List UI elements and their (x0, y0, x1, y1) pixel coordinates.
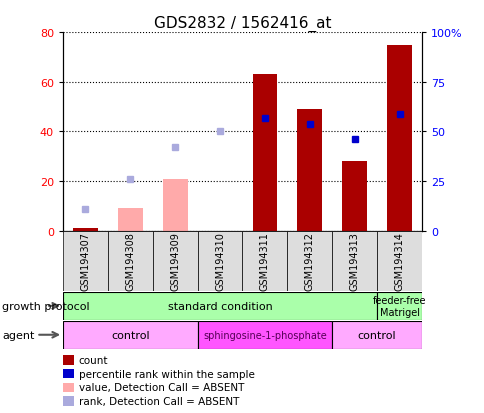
Text: GSM194313: GSM194313 (349, 232, 359, 291)
Text: agent: agent (2, 330, 35, 340)
Text: count: count (78, 355, 108, 365)
Bar (163, 179, 187, 231)
Bar (197, 321, 332, 349)
Bar (242, 231, 287, 291)
Text: standard condition: standard condition (167, 301, 272, 311)
Bar (332, 321, 421, 349)
Bar (297, 110, 321, 231)
Text: GSM194308: GSM194308 (125, 232, 135, 291)
Text: rank, Detection Call = ABSENT: rank, Detection Call = ABSENT (78, 396, 239, 406)
Bar (377, 231, 421, 291)
Bar (63, 321, 197, 349)
Title: GDS2832 / 1562416_at: GDS2832 / 1562416_at (153, 16, 331, 32)
Text: sphingosine-1-phosphate: sphingosine-1-phosphate (203, 330, 326, 340)
Text: GSM194309: GSM194309 (170, 232, 180, 291)
Text: GSM194312: GSM194312 (304, 232, 314, 291)
Bar (63, 231, 107, 291)
Text: GSM194311: GSM194311 (259, 232, 270, 291)
Bar (342, 162, 366, 231)
Bar (287, 231, 332, 291)
Bar (152, 231, 197, 291)
Bar (63, 292, 376, 320)
Text: control: control (357, 330, 395, 340)
Text: control: control (111, 330, 150, 340)
Text: value, Detection Call = ABSENT: value, Detection Call = ABSENT (78, 382, 243, 392)
Text: GSM194314: GSM194314 (393, 232, 404, 291)
Bar (386, 45, 411, 231)
Text: GSM194310: GSM194310 (214, 232, 225, 291)
Text: percentile rank within the sample: percentile rank within the sample (78, 369, 254, 379)
Bar (252, 75, 277, 231)
Bar (377, 292, 421, 320)
Text: feeder-free
Matrigel: feeder-free Matrigel (372, 295, 425, 317)
Bar (107, 231, 152, 291)
Bar (332, 231, 376, 291)
Text: growth protocol: growth protocol (2, 301, 90, 311)
Bar (197, 231, 242, 291)
Text: GSM194307: GSM194307 (80, 232, 91, 291)
Bar (118, 209, 142, 231)
Bar (73, 229, 98, 231)
